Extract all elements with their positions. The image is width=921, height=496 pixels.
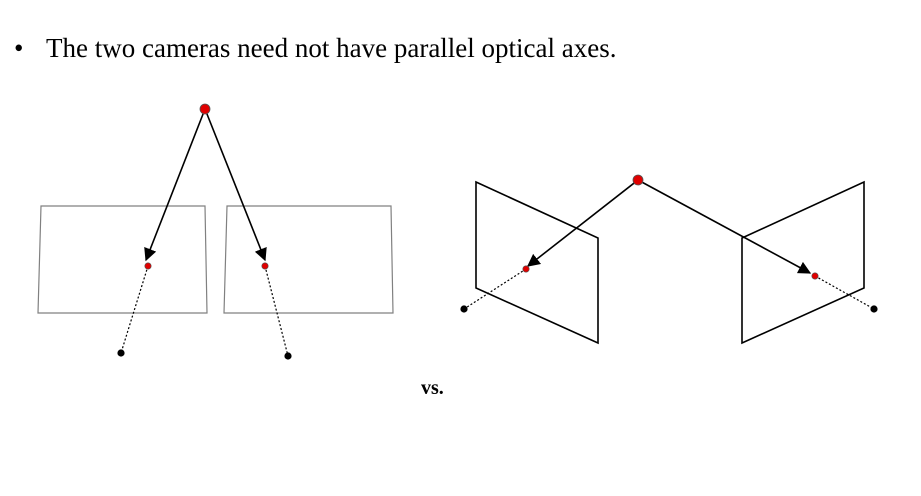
bullet-text: The two cameras need not have parallel o…	[46, 33, 617, 63]
parallel-cameras-diagram	[37, 103, 394, 360]
right-tilted-camera-ray-dotted	[814, 275, 875, 310]
left-tilted-image-plane	[475, 180, 599, 345]
converging-cameras-diagram	[460, 174, 878, 345]
left-camera-center	[117, 349, 125, 357]
vs-label: vs.	[421, 377, 444, 399]
bullet-point: • The two cameras need not have parallel …	[14, 30, 617, 66]
right-image-point	[261, 262, 269, 270]
left-camera-ray-dotted	[120, 265, 149, 354]
right-tilted-image-point	[811, 272, 819, 280]
right-image-plane	[223, 205, 394, 314]
right-projection-ray	[204, 108, 267, 262]
tilted-scene-point	[632, 174, 644, 186]
right-camera-ray-dotted	[264, 265, 289, 357]
right-tilted-image-plane	[741, 180, 865, 345]
bullet-symbol: •	[14, 33, 24, 63]
right-camera-center	[284, 352, 292, 360]
right-tilted-camera-center	[870, 305, 878, 313]
left-image-point	[144, 262, 152, 270]
left-image-plane	[37, 205, 208, 314]
left-tilted-camera-ray-dotted	[463, 268, 527, 310]
left-projection-ray	[144, 108, 206, 262]
right-tilted-projection-ray	[637, 179, 812, 274]
left-tilted-projection-ray	[526, 179, 639, 267]
left-tilted-camera-center	[460, 305, 468, 313]
scene-point	[199, 103, 211, 115]
left-tilted-image-point	[522, 265, 530, 273]
